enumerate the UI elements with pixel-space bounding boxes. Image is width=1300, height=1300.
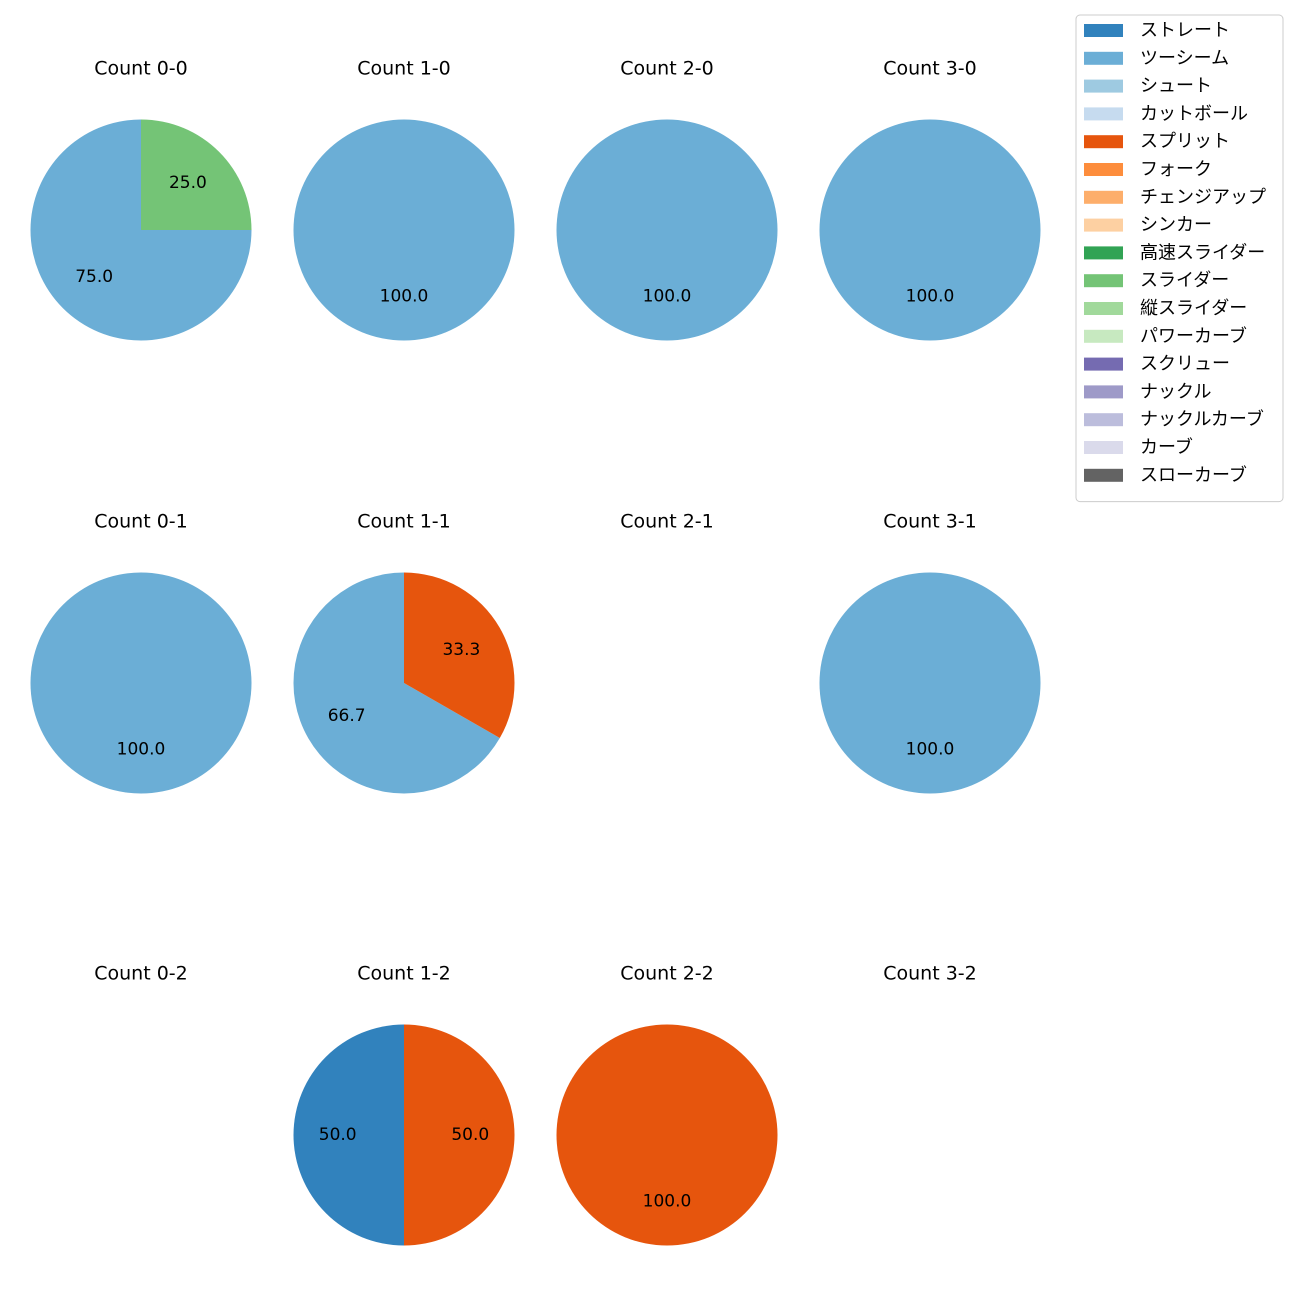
legend-label: スローカーブ [1140,464,1247,486]
slice-percent-label: 100.0 [643,1191,692,1211]
legend-swatch [1084,135,1123,149]
pie-slice [819,119,1041,341]
pie-slice [293,1024,404,1246]
slice-percent-label: 100.0 [380,286,429,306]
panel-title: Count 0-0 [94,58,188,80]
legend-swatch [1084,468,1123,482]
legend-swatch [1084,51,1123,65]
legend-label: ストレート [1140,20,1230,41]
pie-slice [141,119,252,230]
legend-swatch [1084,163,1123,176]
pie-panel: Count 0-1 100.0 [30,511,252,794]
slice-percent-label: 100.0 [906,739,955,759]
pie-panel: Count 0-0 75.0 25.0 [30,58,252,341]
legend-label: 高速スライダー [1140,242,1265,263]
legend-label: ナックル [1140,381,1211,402]
legend-swatch [1084,385,1123,399]
slice-percent-label: 75.0 [75,267,113,287]
panel-title: Count 3-0 [883,58,977,80]
pie-panel: Count 2-2 100.0 [556,963,778,1246]
pie-panel: Count 3-0 100.0 [819,58,1041,341]
slice-percent-label: 100.0 [906,286,955,306]
panel-title: Count 2-2 [620,963,714,985]
legend-swatch [1084,329,1123,343]
legend-swatch [1084,413,1123,427]
pie-panel: Count 0-2 [94,963,188,985]
panel-title: Count 1-0 [357,58,451,80]
legend-label: ナックルカーブ [1140,408,1264,430]
pie-panel: Count 1-0 100.0 [293,58,515,341]
legend-label: スクリュー [1140,354,1230,375]
pie-panel: Count 3-1 100.0 [819,511,1041,794]
slice-percent-label: 50.0 [451,1125,489,1145]
pie-panel: Count 1-2 50.0 50.0 [293,963,515,1246]
panel-title: Count 3-1 [883,511,977,533]
legend-swatch [1084,190,1123,204]
pie-slice [556,1024,778,1246]
panel-title: Count 0-2 [94,963,188,985]
panel-title: Count 3-2 [883,963,977,985]
legend-label: シュート [1140,76,1212,97]
slice-percent-label: 66.7 [328,706,366,726]
legend-box [1075,14,1284,503]
legend-swatch [1084,218,1123,232]
legend-swatch [1084,24,1123,37]
pie-panel: Count 2-1 [620,511,714,533]
pie-panel: Count 2-0 100.0 [556,58,778,341]
pie-slice [30,572,252,794]
legend-label: カーブ [1140,436,1193,458]
pie-slice [293,119,515,341]
panel-title: Count 2-1 [620,511,714,533]
legend-label: スプリット [1140,131,1230,152]
legend-label: パワーカーブ [1140,325,1247,347]
legend-label: 縦スライダー [1140,298,1247,319]
pie-slice [556,119,778,341]
panel-title: Count 1-1 [357,511,451,533]
legend-swatch [1084,107,1123,121]
legend-swatch [1084,302,1123,315]
legend-label: フォーク [1140,159,1212,180]
pie-slice [404,1024,515,1246]
legend-label: スライダー [1140,270,1229,291]
slice-percent-label: 50.0 [319,1125,357,1145]
slice-percent-label: 100.0 [117,739,166,759]
legend-swatch [1084,441,1123,454]
panel-title: Count 0-1 [94,511,188,533]
pie-slice [404,572,515,739]
legend-label: チェンジアップ [1140,187,1266,208]
slice-percent-label: 33.3 [442,640,480,660]
legend-swatch [1084,274,1123,288]
legend-swatch [1084,357,1123,371]
pie-slice [293,572,500,794]
legend-swatch [1084,246,1123,260]
legend-label: ツーシーム [1140,48,1229,69]
slice-percent-label: 100.0 [643,286,692,306]
legend-label: シンカー [1140,215,1212,236]
pie-panel: Count 1-1 66.7 33.3 [293,511,515,794]
slice-percent-label: 25.0 [169,173,207,193]
legend-label: カットボール [1140,103,1248,124]
panel-title: Count 2-0 [620,58,714,80]
pie-slice [819,572,1041,794]
legend: ストレートツーシームシュートカットボールスプリットフォークチェンジアップシンカー… [1075,14,1284,503]
legend-swatch [1084,79,1123,93]
pie-panel: Count 3-2 [883,963,977,985]
panel-title: Count 1-2 [357,963,451,985]
